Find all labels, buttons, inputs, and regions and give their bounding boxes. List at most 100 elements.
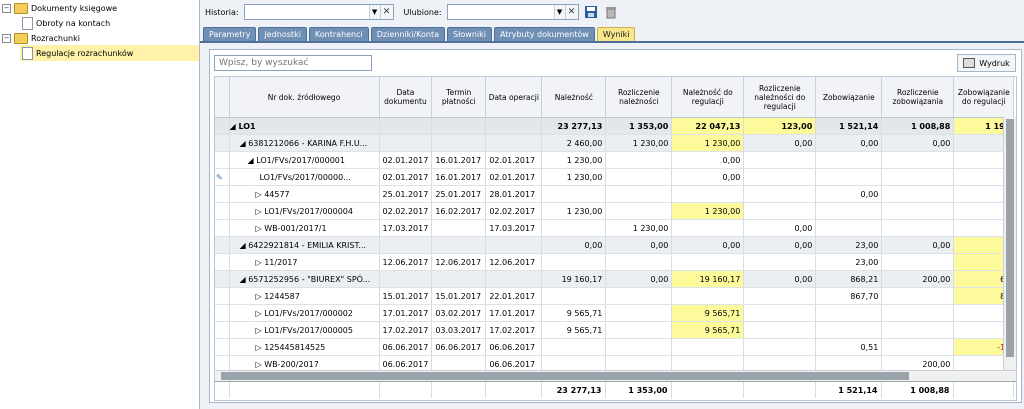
- tree-item-rozrachunki[interactable]: − Rozrachunki: [2, 30, 80, 46]
- cell-nal-reg: 0,00: [671, 168, 745, 186]
- column-header[interactable]: Data dokumentu: [379, 77, 433, 118]
- table-row[interactable]: ▷ LO1/FVs/2017/000002 17.01.2017 03.02.201…: [215, 304, 1015, 322]
- tab-kontrahenci[interactable]: Kontrahenci: [308, 27, 369, 41]
- cell-roz-nal-reg: [743, 253, 817, 271]
- cell-data-op: [485, 134, 543, 152]
- tab-jednostki[interactable]: Jednostki: [258, 27, 307, 41]
- collapse-icon[interactable]: −: [2, 3, 11, 13]
- cell-data-dok: 02.01.2017: [379, 168, 433, 186]
- cell-roz-nal: [605, 168, 673, 186]
- cell-zob: [815, 304, 883, 322]
- cell-marker: ✎: [215, 168, 230, 186]
- table-row[interactable]: ▷ 44577 25.01.2017 25.01.2017 28.01.2017 0,0…: [215, 185, 1015, 203]
- tab-parametry[interactable]: Parametry: [203, 27, 257, 41]
- total-rozliczenie-naleznosci: 1 353,00: [605, 382, 672, 398]
- cell-roz-nal-reg: 0,00: [743, 236, 817, 254]
- ulubione-label: Ulubione:: [403, 7, 442, 17]
- cell-name: ◢ 6571252956 - "BIUREX" SPÓ...: [229, 270, 380, 288]
- cell-termin: 15.01.2017: [431, 287, 487, 305]
- table-row[interactable]: ▷ WB-200/2017 06.06.2017 06.06.2017 200,00: [215, 355, 1015, 372]
- scroll-thumb[interactable]: [221, 372, 909, 380]
- cell-data-dok: [379, 236, 433, 254]
- chevron-down-icon[interactable]: ▼: [553, 5, 565, 19]
- column-header[interactable]: Rozliczenie należności do regulacji: [743, 77, 817, 118]
- table-row[interactable]: ▷ 1244587 15.01.2017 15.01.2017 22.01.2017 8…: [215, 287, 1015, 305]
- cell-name: ▷ LO1/FVs/2017/000004: [229, 202, 380, 220]
- column-header[interactable]: Zobowiązanie do regulacji: [953, 77, 1015, 118]
- column-header[interactable]: [215, 77, 230, 118]
- cell-name: ◢ LO1/FVs/2017/000001: [229, 151, 380, 169]
- cell-name: ▷ 11/2017: [229, 253, 380, 271]
- tab-wyniki[interactable]: Wyniki: [596, 27, 636, 41]
- cell-data-dok: 12.06.2017: [379, 253, 433, 271]
- table-row[interactable]: ▷ 125445814525 06.06.2017 06.06.2017 06.06.…: [215, 338, 1015, 356]
- cell-nal: [541, 287, 607, 305]
- cell-name: ▷ LO1/FVs/2017/000002: [229, 304, 380, 322]
- document-icon: [22, 16, 33, 30]
- table-row[interactable]: ◢ LO1 23 277,13 1 353,00 22 047,13 123,00 1 5…: [215, 117, 1015, 135]
- cell-nal: 1 230,00: [541, 151, 607, 169]
- results-panel: Wpisz, by wyszukać Wydruk Nr dok. źródło…: [209, 49, 1022, 403]
- cell-roz-nal: [605, 185, 673, 203]
- print-button[interactable]: Wydruk: [957, 54, 1016, 72]
- column-header[interactable]: Należność: [541, 77, 607, 118]
- clear-icon[interactable]: ✕: [564, 5, 578, 19]
- cell-roz-zob: [881, 321, 955, 339]
- historia-combobox[interactable]: ▼ ✕: [243, 4, 394, 20]
- search-input[interactable]: Wpisz, by wyszukać: [214, 55, 372, 71]
- trash-icon[interactable]: [603, 4, 619, 20]
- table-row[interactable]: ◢ 6422921814 - EMILIA KRIST... 0,00 0,00 0,…: [215, 236, 1015, 254]
- table-row[interactable]: ▷ LO1/FVs/2017/000004 02.02.2017 16.02.201…: [215, 202, 1015, 220]
- save-icon[interactable]: [583, 4, 599, 20]
- cell-zob: 867,70: [815, 287, 883, 305]
- cell-marker: [215, 134, 230, 152]
- tab-dzienniki-konta[interactable]: Dzienniki/Konta: [370, 27, 446, 41]
- table-row[interactable]: ◢ 6571252956 - "BIUREX" SPÓ... 19 160,17 0…: [215, 270, 1015, 288]
- tab-bar: Parametry Jednostki Kontrahenci Dziennik…: [203, 27, 637, 41]
- collapse-icon[interactable]: −: [2, 33, 11, 43]
- cell-roz-zob: [881, 253, 955, 271]
- tree-item-regulacje[interactable]: Regulacje rozrachunków: [20, 45, 199, 61]
- cell-marker: [215, 117, 230, 135]
- cell-roz-nal-reg: [743, 185, 817, 203]
- tree-item-obroty[interactable]: Obroty na kontach: [22, 15, 110, 31]
- cell-roz-zob: [881, 151, 955, 169]
- table-row[interactable]: ▷ 11/2017 12.06.2017 12.06.2017 12.06.2017 2…: [215, 253, 1015, 271]
- column-header[interactable]: Termin płatności: [431, 77, 487, 118]
- cell-name: ◢ 6422921814 - EMILIA KRIST...: [229, 236, 380, 254]
- table-row[interactable]: ✎ LO1/FVs/2017/00000... 02.01.2017 16.01.20…: [215, 168, 1015, 186]
- table-row[interactable]: ▷ LO1/FVs/2017/000005 17.02.2017 03.03.201…: [215, 321, 1015, 339]
- totals-row: 23 277,13 1 353,00 1 521,14 1 008,88: [214, 381, 1017, 401]
- cell-roz-zob: 0,00: [881, 134, 955, 152]
- vertical-scrollbar[interactable]: [1003, 117, 1016, 372]
- column-header[interactable]: Zobowiązanie: [815, 77, 883, 118]
- clear-icon[interactable]: ✕: [379, 5, 393, 19]
- cell-termin: 06.06.2017: [431, 338, 487, 356]
- cell-nal-reg: 9 565,71: [671, 321, 745, 339]
- toolbar: Historia: ▼ ✕ Ulubione: ▼ ✕: [200, 0, 1024, 24]
- tab-atrybuty[interactable]: Atrybuty dokumentów: [493, 27, 595, 41]
- cell-name: LO1/FVs/2017/00000...: [229, 168, 380, 186]
- cell-name: ▷ 44577: [229, 185, 380, 203]
- cell-marker: [215, 219, 230, 237]
- cell-nal-reg: 22 047,13: [671, 117, 745, 135]
- table-row[interactable]: ◢ LO1/FVs/2017/000001 02.01.2017 16.01.201…: [215, 151, 1015, 169]
- table-row[interactable]: ◢ 6381212066 - KARINA F.H.U... 2 460,00 1 …: [215, 134, 1015, 152]
- totals-cell: [485, 382, 542, 398]
- column-header[interactable]: Rozliczenie należności: [605, 77, 673, 118]
- column-header[interactable]: Nr dok. źródłowego: [229, 77, 380, 118]
- chevron-down-icon[interactable]: ▼: [368, 5, 380, 19]
- ulubione-combobox[interactable]: ▼ ✕: [446, 4, 579, 20]
- column-header[interactable]: Rozliczenie zobowiązania: [881, 77, 955, 118]
- scroll-thumb[interactable]: [1006, 119, 1014, 357]
- cell-nal: 2 460,00: [541, 134, 607, 152]
- cell-roz-nal-reg: 123,00: [743, 117, 817, 135]
- cell-nal-reg: 9 565,71: [671, 304, 745, 322]
- column-header[interactable]: Należność do regulacji: [671, 77, 745, 118]
- tab-slowniki[interactable]: Słowniki: [447, 27, 492, 41]
- table-row[interactable]: ▷ WB-001/2017/1 17.03.2017 17.03.2017 1 230…: [215, 219, 1015, 237]
- column-header[interactable]: Data operacji: [485, 77, 543, 118]
- cell-nal: [541, 185, 607, 203]
- cell-data-op: 17.01.2017: [485, 304, 543, 322]
- tree-item-dokumenty[interactable]: − Dokumenty księgowe: [2, 0, 117, 16]
